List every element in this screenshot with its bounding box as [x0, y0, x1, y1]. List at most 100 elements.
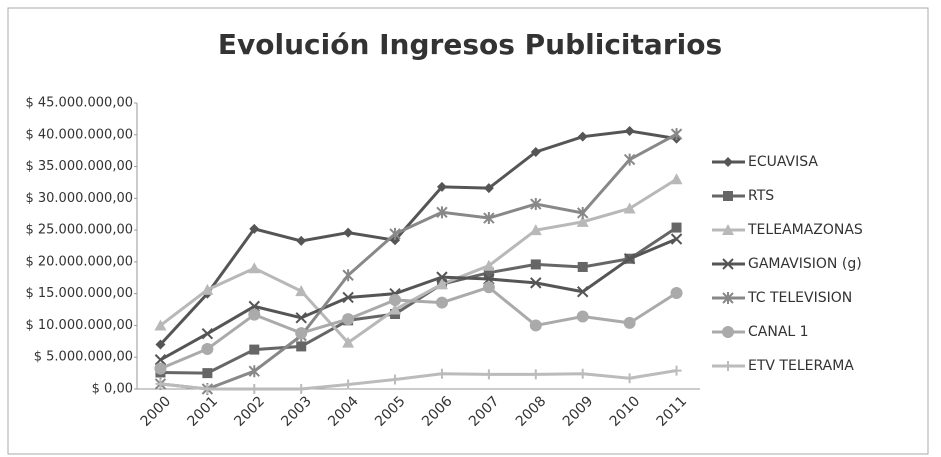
- marker: [154, 362, 167, 375]
- y-tick-label: $ 40.000.000,00: [25, 127, 133, 142]
- marker: [577, 131, 588, 142]
- y-tick-label: $ 10.000.000,00: [25, 318, 133, 333]
- legend-label: ETV TELERAMA: [748, 358, 854, 374]
- legend-label: TC TELEVISION: [747, 290, 852, 306]
- marker: [343, 379, 354, 390]
- marker: [436, 271, 448, 283]
- marker: [483, 369, 494, 380]
- marker: [530, 369, 541, 380]
- marker: [722, 326, 734, 338]
- marker: [722, 258, 734, 270]
- marker: [389, 303, 402, 315]
- series-line: [159, 177, 678, 345]
- marker: [390, 374, 401, 385]
- marker: [248, 262, 261, 274]
- marker: [343, 227, 354, 238]
- marker: [201, 342, 214, 355]
- y-tick-label: $ 25.000.000,00: [25, 223, 133, 238]
- marker: [577, 286, 589, 298]
- marker: [670, 128, 683, 141]
- legend-label: TELEAMAZONAS: [747, 222, 863, 238]
- marker: [389, 227, 401, 240]
- y-tick-label: $ 20.000.000,00: [25, 254, 133, 269]
- marker: [342, 313, 355, 326]
- marker: [435, 296, 448, 309]
- marker: [483, 212, 495, 225]
- series-line: [159, 285, 678, 371]
- series-line: [160, 226, 678, 375]
- marker: [482, 259, 495, 271]
- marker: [249, 223, 260, 234]
- y-tick-label: $ 0,00: [92, 382, 133, 397]
- marker: [342, 291, 354, 304]
- series: [154, 173, 683, 348]
- marker: [389, 294, 402, 307]
- series-line: [159, 129, 677, 346]
- marker: [201, 283, 214, 295]
- marker: [436, 206, 448, 219]
- marker: [248, 308, 261, 321]
- marker: [577, 368, 588, 379]
- marker: [249, 384, 260, 394]
- chart-title: Evolución Ingresos Publicitarios: [218, 28, 722, 61]
- marker: [436, 181, 447, 192]
- marker: [435, 278, 448, 290]
- marker: [436, 368, 447, 379]
- marker: [670, 173, 683, 185]
- legend-label: RTS: [748, 188, 774, 204]
- marker: [577, 206, 589, 219]
- marker: [530, 146, 541, 157]
- marker: [249, 344, 260, 355]
- marker: [576, 310, 589, 323]
- marker: [529, 224, 542, 236]
- marker: [670, 287, 683, 300]
- series-line: [160, 132, 678, 391]
- marker: [624, 373, 635, 384]
- marker: [623, 202, 636, 214]
- marker: [202, 384, 213, 394]
- marker: [670, 233, 683, 245]
- y-tick-label: $ 35.000.000,00: [25, 159, 133, 174]
- series: [154, 281, 683, 375]
- marker: [722, 292, 734, 304]
- marker: [530, 198, 542, 211]
- marker: [296, 384, 307, 394]
- marker: [295, 285, 308, 297]
- marker: [623, 153, 636, 166]
- marker: [530, 259, 541, 270]
- marker: [577, 261, 588, 272]
- marker: [623, 316, 636, 329]
- marker: [154, 354, 167, 366]
- legend-label: ECUAVISA: [748, 154, 818, 170]
- y-tick-label: $ 45.000.000,00: [25, 96, 133, 111]
- marker: [482, 281, 495, 294]
- marker: [530, 277, 542, 289]
- marker: [154, 319, 167, 331]
- legend-label: GAMAVISION (g): [748, 256, 862, 272]
- marker: [342, 269, 354, 282]
- marker: [671, 365, 682, 376]
- marker: [723, 361, 733, 371]
- marker: [155, 378, 166, 389]
- marker: [576, 215, 589, 227]
- marker: [296, 341, 307, 352]
- marker: [529, 319, 542, 332]
- legend-label: CANAL 1: [748, 324, 809, 340]
- y-tick-label: $ 30.000.000,00: [25, 191, 133, 206]
- marker: [623, 253, 636, 265]
- marker: [295, 312, 307, 324]
- marker: [483, 267, 494, 278]
- y-tick-label: $ 15.000.000,00: [25, 286, 133, 301]
- marker: [483, 183, 494, 194]
- marker: [671, 222, 682, 233]
- marker: [201, 327, 214, 340]
- marker: [248, 365, 260, 378]
- y-tick-label: $ 5.000.000,00: [34, 350, 133, 365]
- marker: [723, 191, 733, 201]
- marker: [295, 327, 308, 340]
- marker: [342, 336, 355, 348]
- marker: [624, 125, 635, 136]
- marker: [722, 224, 734, 235]
- marker: [296, 235, 307, 246]
